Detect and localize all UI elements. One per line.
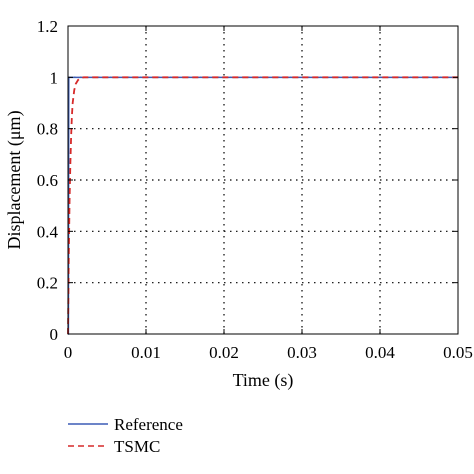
legend-label-tsmc: TSMC xyxy=(114,437,160,456)
x-tick-label: 0.04 xyxy=(365,343,395,362)
axis-ticks xyxy=(67,25,459,335)
series-lines xyxy=(67,76,458,335)
x-axis-tick-labels: 0 0.01 0.02 0.03 0.04 0.05 xyxy=(64,343,473,362)
x-tick-label: 0.02 xyxy=(209,343,239,362)
series-line-reference xyxy=(67,76,458,335)
y-tick-label: 0.2 xyxy=(37,274,58,293)
y-tick-label: 1.2 xyxy=(37,17,58,36)
legend: Reference TSMC xyxy=(68,415,183,456)
x-tick-label: 0.05 xyxy=(443,343,473,362)
y-axis-tick-labels: 0 0.2 0.4 0.6 0.8 1 1.2 xyxy=(37,17,59,344)
y-tick-label: 1 xyxy=(50,68,59,87)
legend-label-reference: Reference xyxy=(114,415,183,434)
y-tick-label: 0.4 xyxy=(37,222,59,241)
x-tick-label: 0.03 xyxy=(287,343,317,362)
y-tick-label: 0 xyxy=(50,325,59,344)
series-line-tsmc xyxy=(67,76,458,335)
grid-lines xyxy=(68,26,458,334)
y-tick-label: 0.8 xyxy=(37,120,58,139)
y-axis-label: Displacement (μm) xyxy=(4,110,25,249)
y-tick-label: 0.6 xyxy=(37,171,58,190)
x-axis-label: Time (s) xyxy=(233,370,294,391)
x-tick-label: 0.01 xyxy=(131,343,161,362)
x-tick-label: 0 xyxy=(64,343,73,362)
